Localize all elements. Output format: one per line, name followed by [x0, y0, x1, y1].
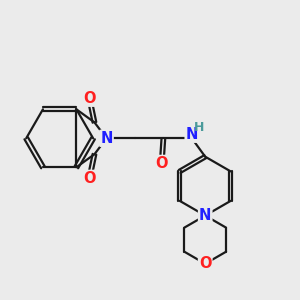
Text: O: O: [83, 171, 96, 186]
Text: N: N: [199, 208, 211, 223]
Text: O: O: [155, 156, 168, 171]
Text: N: N: [100, 131, 113, 146]
Text: N: N: [186, 127, 198, 142]
Text: O: O: [83, 91, 96, 106]
Text: H: H: [194, 121, 204, 134]
Text: O: O: [199, 256, 211, 271]
